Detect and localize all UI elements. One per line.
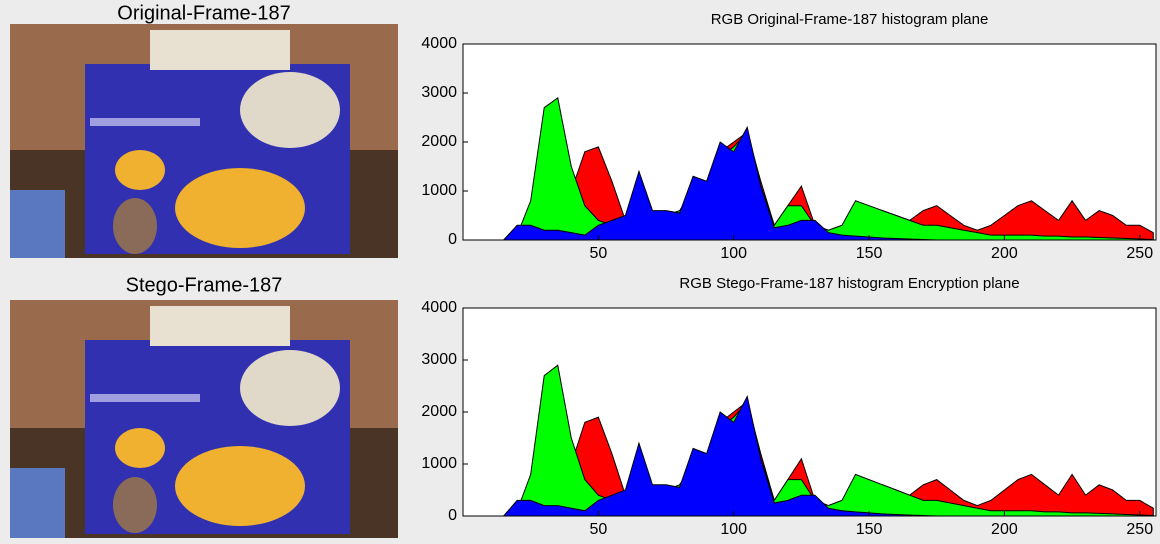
x-tick-label: 150	[856, 245, 883, 262]
y-tick-label: 0	[448, 507, 457, 524]
y-tick-label: 1000	[421, 455, 457, 472]
x-tick-label: 250	[1126, 521, 1153, 538]
page: {"panels": [{"label": "Original-Frame-18…	[0, 0, 1160, 544]
frame-image	[10, 300, 398, 538]
y-tick-label: 2000	[421, 133, 457, 150]
x-tick-label: 150	[856, 521, 883, 538]
x-tick-label: 250	[1126, 245, 1153, 262]
y-tick-label: 3000	[421, 351, 457, 368]
y-tick-label: 3000	[421, 84, 457, 101]
figure: Original-Frame-187 Stego-Frame-187 RGB O…	[0, 0, 1160, 544]
y-tick-label: 4000	[421, 299, 457, 316]
x-tick-label: 100	[720, 245, 747, 262]
image-label: Original-Frame-187	[117, 2, 290, 24]
x-tick-label: 50	[589, 245, 607, 262]
y-tick-label: 2000	[421, 403, 457, 420]
y-tick-label: 1000	[421, 182, 457, 199]
x-tick-label: 100	[720, 521, 747, 538]
frame-image	[10, 24, 398, 258]
x-tick-label: 200	[991, 521, 1018, 538]
chart-title: RGB Stego-Frame-187 histogram Encryption…	[679, 275, 1019, 292]
y-tick-label: 0	[448, 231, 457, 248]
image-label: Stego-Frame-187	[126, 274, 283, 296]
x-tick-label: 200	[991, 245, 1018, 262]
x-tick-label: 50	[589, 521, 607, 538]
y-tick-label: 4000	[421, 35, 457, 52]
chart-title: RGB Original-Frame-187 histogram plane	[711, 11, 989, 28]
